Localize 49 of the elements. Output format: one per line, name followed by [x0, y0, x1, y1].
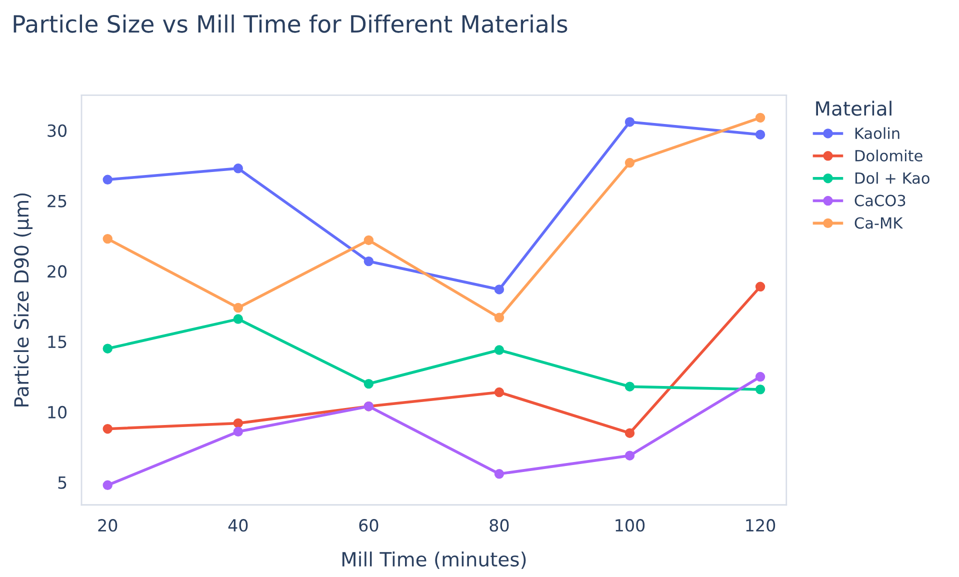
point — [624, 117, 635, 127]
point — [233, 418, 244, 428]
x-tick-label: 20 — [98, 519, 118, 532]
legend-title: Material — [816, 100, 892, 116]
y-tick-label: 15 — [48, 336, 66, 348]
point — [494, 387, 504, 398]
point — [233, 302, 244, 313]
point — [755, 112, 766, 123]
y-tick-label: 25 — [48, 194, 66, 208]
y-axis-title: Particle Size D90 (µm) — [14, 193, 33, 406]
point — [364, 256, 374, 266]
legend-label: Ca-MK — [854, 217, 904, 229]
point — [624, 428, 635, 438]
point — [494, 312, 504, 322]
point — [233, 426, 244, 437]
x-tick-label: 120 — [746, 519, 776, 532]
point — [755, 384, 766, 394]
point — [494, 345, 504, 355]
point — [102, 344, 112, 354]
point — [624, 158, 635, 168]
legend-label: Dolomite — [855, 150, 922, 162]
point — [494, 469, 504, 479]
point — [102, 424, 112, 434]
point — [233, 164, 244, 174]
x-tick-label: 40 — [228, 519, 248, 532]
point — [755, 130, 766, 140]
x-tick-label: 100 — [616, 519, 645, 532]
point — [364, 235, 374, 246]
x-tick-label: 80 — [490, 519, 509, 532]
point — [102, 234, 112, 244]
y-tick-label: 5 — [58, 476, 66, 489]
x-axis-title: Mill Time (minutes) — [342, 552, 526, 569]
point — [494, 284, 504, 294]
point — [755, 372, 766, 382]
legend-label: Kaolin — [855, 127, 900, 140]
point — [102, 480, 112, 490]
y-tick-label: 30 — [48, 124, 67, 137]
point — [624, 450, 635, 460]
point — [233, 314, 244, 324]
y-tick-label: 10 — [48, 406, 67, 419]
y-tick-label: 20 — [48, 265, 67, 278]
legend-label: CaCO3 — [854, 194, 906, 206]
chart-title: Particle Size vs Mill Time for Different Materials — [14, 14, 568, 33]
point — [755, 282, 766, 292]
point — [364, 378, 374, 389]
legend-label: Dol + Kao — [855, 172, 930, 184]
point — [624, 382, 635, 392]
point — [102, 174, 112, 185]
x-tick-label: 60 — [359, 519, 378, 532]
